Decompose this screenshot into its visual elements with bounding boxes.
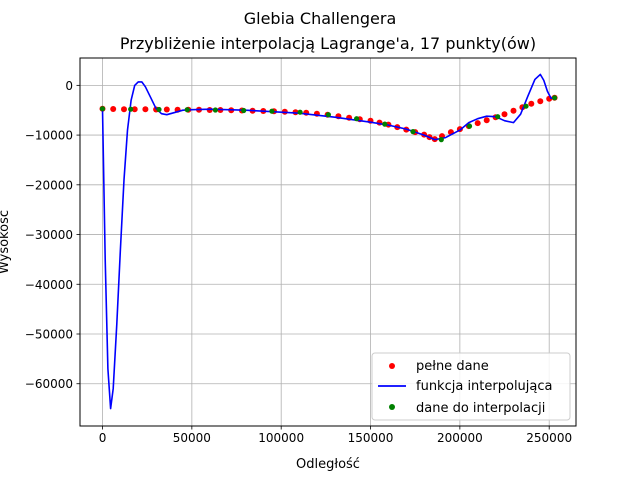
y-axis-ticks: 0 −10000 −20000 −30000 −40000 −50000 −60000: [25, 79, 80, 391]
data-point-interpolation-data: [552, 95, 558, 101]
x-tick-label: 150000: [348, 431, 394, 445]
legend-label-full-data: pełne dane: [416, 359, 489, 374]
plot-frame: [79, 57, 577, 427]
data-point-interpolation-data: [241, 107, 247, 114]
data-point-interpolation-data: [354, 116, 360, 122]
legend-label-interpolating-function: funkcja interpolująca: [416, 379, 552, 394]
y-tick-label: −10000: [25, 129, 73, 143]
data-point-interpolation-data: [466, 123, 473, 129]
y-tick-label: −20000: [25, 178, 73, 192]
data-point-full-data: [110, 106, 117, 112]
grid-lines: [80, 58, 576, 426]
data-point-full-data: [474, 120, 481, 127]
data-point-full-data: [121, 106, 127, 113]
x-tick-label: 0: [99, 431, 107, 445]
data-point-interpolation-data: [184, 107, 190, 113]
series-group-interpolation-data: [99, 95, 558, 143]
y-tick-label: −30000: [25, 228, 73, 242]
y-tick-label: −60000: [25, 377, 73, 391]
series-layer: [99, 73, 558, 410]
legend-label-interpolation-data: dane do interpolacji: [416, 401, 545, 416]
legend-marker-interpolation-data: [389, 404, 395, 410]
data-point-full-data: [537, 98, 544, 105]
data-point-interpolation-data: [495, 114, 501, 120]
data-point-full-data: [528, 100, 535, 107]
y-tick-label: 0: [65, 79, 73, 93]
data-point-interpolation-data: [212, 107, 218, 113]
data-point-full-data: [510, 107, 517, 114]
chart-subtitle: Przybliżenie interpolacją Lagrange'a, 17…: [120, 34, 536, 53]
data-point-interpolation-data: [128, 106, 134, 112]
data-point-interpolation-data: [297, 109, 303, 115]
legend-frame: [371, 352, 571, 421]
data-point-full-data: [142, 106, 149, 113]
y-tick-label: −40000: [25, 278, 73, 292]
data-point-interpolation-data: [523, 103, 529, 109]
data-point-full-data: [501, 111, 508, 118]
legend: pełne dane funkcja interpolująca dane do…: [371, 352, 571, 421]
x-axis-ticks: 0 50000 100000 150000 200000 250000: [99, 426, 572, 445]
y-tick-label: −50000: [25, 328, 73, 342]
data-point-interpolation-data: [325, 112, 331, 118]
chart-title: Glebia Challengera: [244, 9, 397, 28]
series-line-interpolating-function: [101, 73, 555, 410]
data-point-interpolation-data: [156, 106, 162, 113]
data-point-interpolation-data: [269, 108, 275, 114]
x-tick-label: 100000: [258, 431, 304, 445]
data-point-full-data: [131, 106, 138, 113]
x-tick-label: 200000: [437, 431, 483, 445]
data-point-full-data: [483, 117, 490, 124]
legend-marker-full-data: [389, 363, 395, 369]
data-point-interpolation-data: [99, 106, 106, 112]
data-point-full-data: [163, 106, 170, 113]
x-axis-label: Odległość: [296, 457, 360, 472]
y-axis-label: Wysokość: [0, 210, 12, 274]
x-tick-label: 50000: [173, 431, 211, 445]
data-point-interpolation-data: [382, 121, 388, 127]
data-point-interpolation-data: [438, 137, 444, 143]
data-point-interpolation-data: [410, 129, 416, 135]
x-tick-label: 250000: [526, 431, 572, 445]
